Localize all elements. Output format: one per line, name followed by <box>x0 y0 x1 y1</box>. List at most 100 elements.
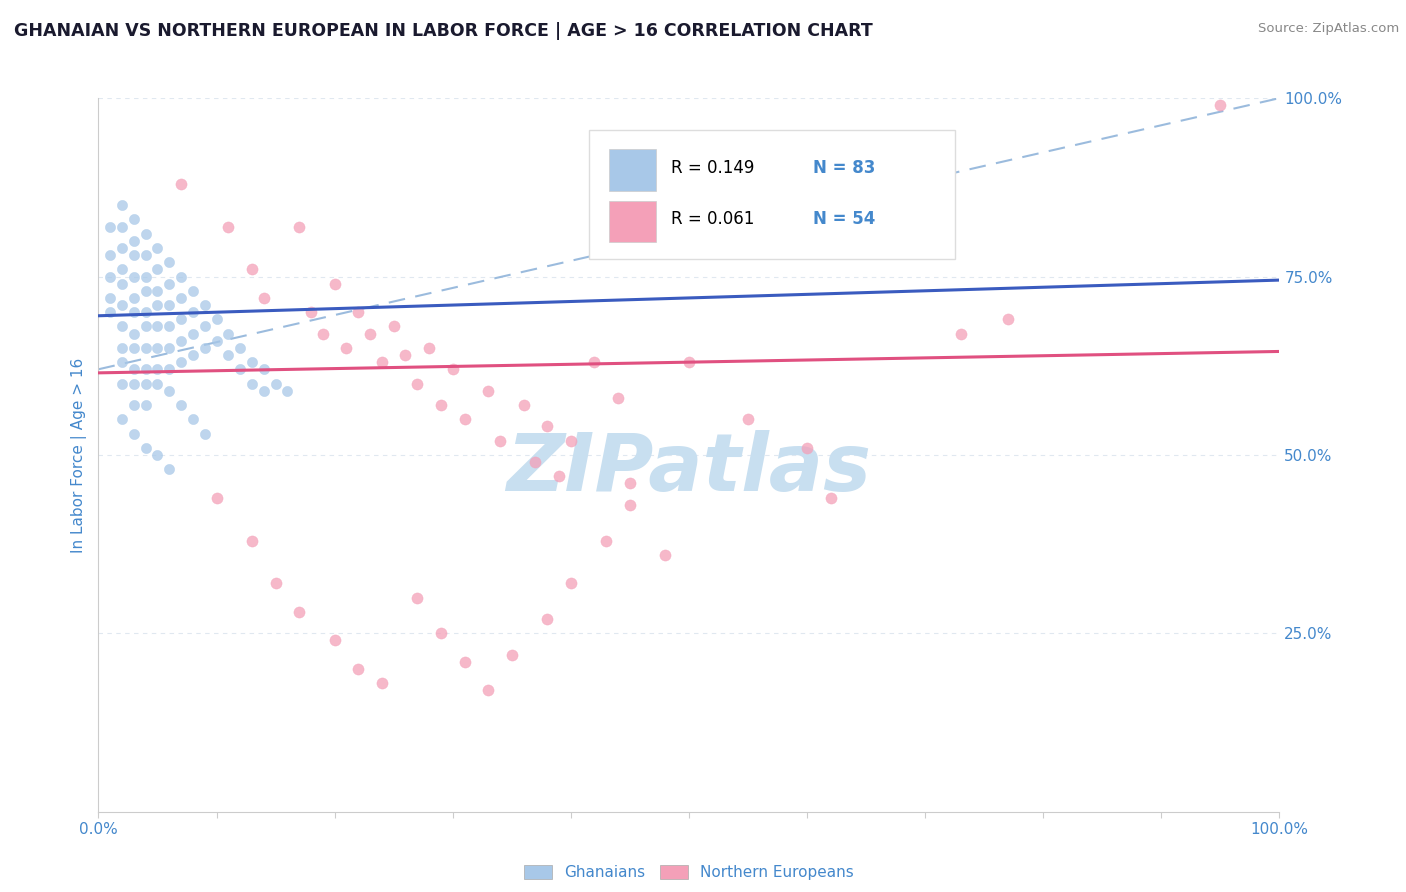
Point <box>288 605 311 619</box>
Point <box>323 633 346 648</box>
Point <box>146 241 169 255</box>
Point <box>430 626 453 640</box>
Point <box>146 448 169 462</box>
Point <box>737 412 759 426</box>
Point <box>371 676 394 690</box>
Point <box>111 198 134 212</box>
Point <box>299 305 322 319</box>
Point <box>111 298 134 312</box>
Point <box>135 319 157 334</box>
Point <box>98 219 121 234</box>
Point <box>949 326 972 341</box>
Text: N = 54: N = 54 <box>813 211 876 228</box>
Point <box>678 355 700 369</box>
Point <box>146 284 169 298</box>
Point <box>264 576 287 591</box>
Point <box>524 455 547 469</box>
Point <box>194 298 217 312</box>
Point <box>453 655 475 669</box>
Legend: Ghanaians, Northern Europeans: Ghanaians, Northern Europeans <box>517 858 860 886</box>
Point <box>335 341 357 355</box>
Point <box>276 384 298 398</box>
Text: Source: ZipAtlas.com: Source: ZipAtlas.com <box>1258 22 1399 36</box>
Point <box>170 291 193 305</box>
Point <box>170 177 193 191</box>
Point <box>135 269 157 284</box>
Point <box>217 326 239 341</box>
Point <box>253 291 276 305</box>
Point <box>194 426 217 441</box>
Point <box>240 262 263 277</box>
Point <box>240 355 263 369</box>
Point <box>217 219 239 234</box>
Point <box>170 355 193 369</box>
Point <box>157 298 180 312</box>
Point <box>181 326 204 341</box>
Point <box>157 362 180 376</box>
FancyBboxPatch shape <box>589 130 955 259</box>
Point <box>170 334 193 348</box>
Point <box>181 284 204 298</box>
Point <box>146 262 169 277</box>
Point <box>619 498 641 512</box>
Point <box>406 376 429 391</box>
Point <box>135 227 157 241</box>
Point <box>938 241 960 255</box>
Point <box>382 319 405 334</box>
Point <box>205 491 228 505</box>
Point <box>240 533 263 548</box>
Point <box>1209 98 1232 112</box>
Point <box>477 683 499 698</box>
Point <box>135 305 157 319</box>
Point <box>135 284 157 298</box>
Point <box>536 419 558 434</box>
Point <box>157 255 180 269</box>
Point <box>194 341 217 355</box>
Point <box>371 355 394 369</box>
Point <box>181 305 204 319</box>
Point <box>157 384 180 398</box>
Point <box>595 533 617 548</box>
Point <box>157 277 180 291</box>
FancyBboxPatch shape <box>609 201 655 243</box>
Point <box>240 376 263 391</box>
Point <box>512 398 534 412</box>
Point <box>98 291 121 305</box>
Text: R = 0.061: R = 0.061 <box>671 211 755 228</box>
Point <box>146 376 169 391</box>
Point <box>181 348 204 362</box>
Point <box>111 277 134 291</box>
Y-axis label: In Labor Force | Age > 16: In Labor Force | Age > 16 <box>72 358 87 552</box>
Point <box>229 341 252 355</box>
Point <box>146 341 169 355</box>
Point <box>323 277 346 291</box>
Point <box>441 362 464 376</box>
Point <box>406 591 429 605</box>
Point <box>312 326 335 341</box>
Point <box>98 248 121 262</box>
Point <box>205 334 228 348</box>
Point <box>122 291 145 305</box>
Point <box>796 441 818 455</box>
Point <box>430 398 453 412</box>
Point <box>181 412 204 426</box>
Point <box>122 234 145 248</box>
Point <box>229 362 252 376</box>
Point <box>205 312 228 326</box>
Point <box>122 376 145 391</box>
Point <box>418 341 440 355</box>
Point <box>288 219 311 234</box>
Point <box>477 384 499 398</box>
Point <box>146 362 169 376</box>
Point <box>146 319 169 334</box>
Point <box>347 305 370 319</box>
Point <box>253 362 276 376</box>
Point <box>122 269 145 284</box>
Point <box>111 412 134 426</box>
Point <box>264 376 287 391</box>
Point <box>98 269 121 284</box>
Point <box>394 348 416 362</box>
Point <box>111 219 134 234</box>
Point <box>122 305 145 319</box>
Point <box>157 341 180 355</box>
